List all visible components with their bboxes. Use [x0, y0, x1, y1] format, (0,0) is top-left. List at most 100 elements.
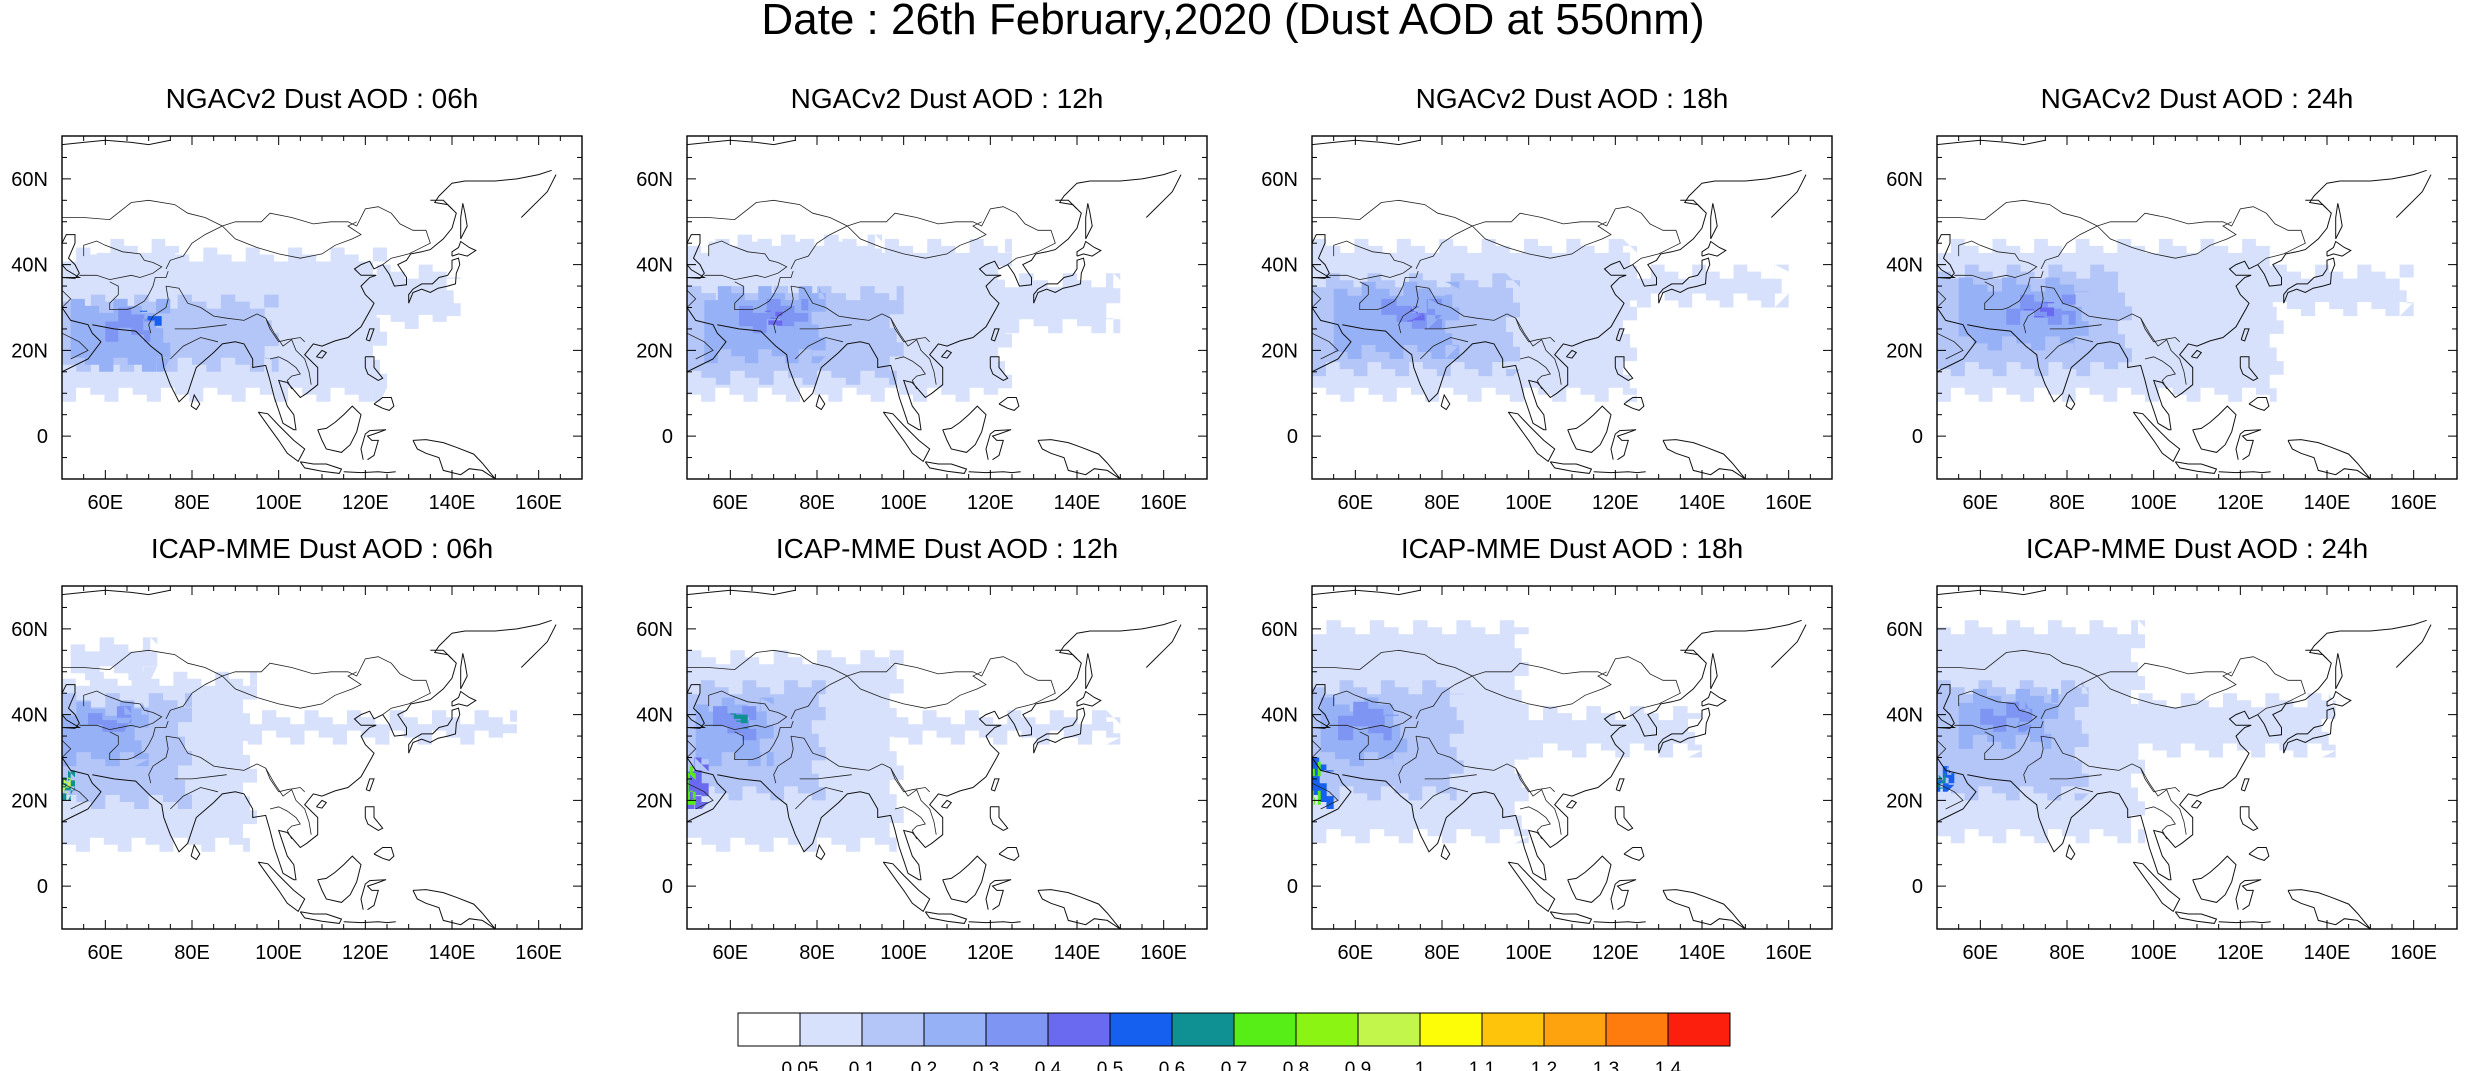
lat-tick-label: 20N — [1886, 340, 1923, 362]
map-panel: NGACv2 Dust AOD : 24h 60E 80E 100E 120E 140E… — [1875, 83, 2458, 548]
coastline — [687, 589, 796, 596]
coastline — [1033, 257, 1086, 304]
panel-title: NGACv2 Dust AOD : 18h — [1415, 83, 1729, 114]
aod-region — [140, 310, 162, 326]
lat-tick-label: 20N — [1261, 790, 1298, 812]
country-border — [1515, 318, 1562, 385]
aod-region — [62, 777, 71, 793]
aod-region — [1980, 701, 2033, 732]
coastline — [2192, 855, 2237, 903]
coastline — [717, 169, 1177, 431]
aod-region — [1485, 264, 1789, 308]
map-plot: 60E 80E 100E 120E 140E 160E 60N 40N 20N 0 — [1261, 585, 1833, 964]
lat-tick-label: 0 — [1912, 426, 1923, 448]
coastline — [1312, 234, 1330, 279]
aod-region — [687, 766, 696, 805]
coastline — [460, 653, 468, 690]
coastline — [1085, 653, 1093, 690]
aod-region — [687, 757, 709, 809]
panel-title: ICAP-MME Dust AOD : 06h — [150, 533, 494, 564]
coastline — [1312, 589, 1421, 596]
coastline — [299, 461, 343, 474]
coastline — [520, 174, 557, 218]
coastline — [2174, 461, 2218, 474]
lon-tick-label: 160E — [515, 942, 562, 964]
lat-tick-label: 20N — [11, 790, 48, 812]
lon-tick-label: 160E — [1765, 942, 1812, 964]
country-border — [62, 782, 89, 810]
lon-tick-label: 80E — [2049, 492, 2085, 514]
coastline — [365, 778, 375, 792]
coastline — [2132, 861, 2181, 913]
coastline — [408, 707, 461, 754]
lon-tick-label: 100E — [880, 492, 927, 514]
country-border — [2040, 735, 2180, 793]
country-border — [79, 690, 163, 731]
country-border — [265, 318, 312, 385]
colorbar-label: 0.05 — [782, 1059, 819, 1071]
colorbar-label: 0.1 — [849, 1059, 875, 1071]
coastline — [2287, 439, 2371, 479]
country-border — [704, 690, 788, 731]
coastline — [941, 349, 953, 359]
lon-tick-label: 60E — [88, 942, 124, 964]
coastline — [1076, 690, 1102, 707]
coastline — [1593, 471, 1646, 474]
coastline — [1610, 429, 1637, 461]
coastline — [360, 429, 387, 461]
aod-region — [765, 310, 783, 326]
lat-tick-label: 0 — [1912, 876, 1923, 898]
map-panel: ICAP-MME Dust AOD : 12h 60E 80E 100E 120E 14… — [625, 533, 1208, 998]
coastline — [989, 806, 1009, 831]
country-border — [890, 318, 937, 385]
coastline — [364, 806, 384, 831]
country-border — [1420, 787, 1469, 810]
coastline — [1076, 240, 1102, 257]
panel-title: NGACv2 Dust AOD : 06h — [165, 83, 479, 114]
aod-region — [105, 307, 158, 342]
colorbar-label: 0.4 — [1035, 1059, 1062, 1071]
country-border — [2049, 774, 2102, 780]
lon-tick-label: 160E — [2390, 942, 2437, 964]
colorbar-swatch — [861, 1012, 925, 1047]
coastline — [2191, 349, 2203, 359]
aod-region — [88, 706, 132, 732]
coastline — [1033, 707, 1086, 754]
country-border — [1329, 240, 1413, 281]
coastline — [2065, 843, 2076, 861]
country-border — [687, 289, 697, 308]
coastline — [2335, 653, 2343, 690]
lon-tick-label: 120E — [342, 942, 389, 964]
map-panel: ICAP-MME Dust AOD : 18h 60E 80E 100E 120E 14… — [1250, 533, 1833, 998]
lon-tick-label: 60E — [713, 492, 749, 514]
lon-tick-label: 120E — [967, 492, 1014, 514]
country-border — [1984, 720, 2044, 761]
lon-tick-label: 80E — [174, 942, 210, 964]
coastline — [1610, 879, 1637, 911]
lat-tick-label: 0 — [37, 426, 48, 448]
coastline — [364, 356, 384, 381]
main-title: Date : 26th February,2020 (Dust AOD at 5… — [761, 0, 1705, 44]
coastline — [1312, 714, 1332, 728]
coastline — [190, 393, 201, 411]
lat-tick-label: 60N — [1261, 169, 1298, 191]
coastline — [687, 234, 705, 279]
panel-title: NGACv2 Dust AOD : 24h — [2040, 83, 2354, 114]
lon-tick-label: 100E — [2130, 942, 2177, 964]
coastline — [62, 757, 102, 823]
lat-tick-label: 60N — [1886, 619, 1923, 641]
country-border — [1954, 240, 2038, 281]
coastline — [2235, 429, 2262, 461]
country-border — [799, 324, 852, 330]
lon-tick-label: 120E — [2217, 492, 2264, 514]
coastline — [687, 757, 727, 823]
coastline — [2305, 199, 2328, 210]
lat-tick-label: 60N — [636, 619, 673, 641]
coastline — [373, 847, 395, 861]
coastline — [1440, 393, 1451, 411]
coastline — [62, 234, 80, 279]
aod-region — [1937, 773, 1946, 789]
aod-region — [1485, 706, 1702, 758]
coastline — [451, 690, 477, 707]
coastline — [1312, 684, 1330, 729]
